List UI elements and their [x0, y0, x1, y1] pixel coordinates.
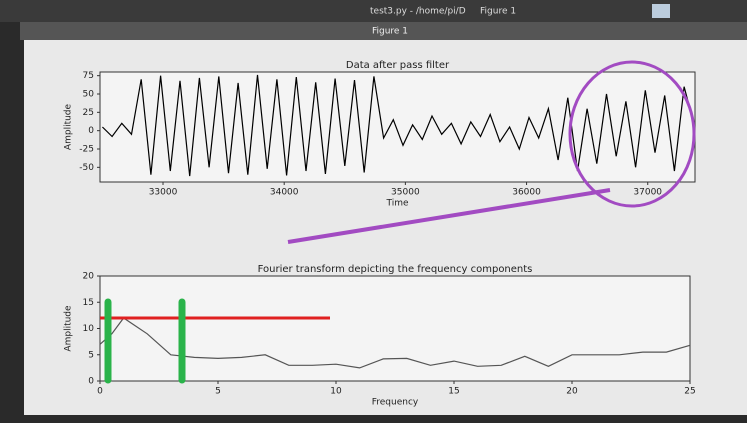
y-tick-label: 25 — [83, 108, 94, 118]
x-tick-label: 34000 — [270, 188, 299, 198]
icon[interactable] — [652, 4, 670, 18]
x-tick-label: 10 — [330, 387, 342, 397]
chart-title: Fourier transform depicting the frequenc… — [258, 264, 533, 275]
tab[interactable]: test3.py - /home/pi/D — [370, 7, 466, 17]
y-tick-label: 20 — [83, 272, 95, 282]
x-tick-label: 15 — [448, 387, 459, 397]
y-axis-label: Amplitude — [64, 305, 74, 352]
plots: Data after pass filter Time Amplitude 33000… — [64, 60, 696, 408]
annotation-circle — [568, 60, 696, 208]
x-tick-label: 35000 — [391, 188, 420, 198]
tab[interactable]: Figure 1 — [480, 7, 516, 17]
x-tick-label: 20 — [566, 387, 578, 397]
x-axis-label: Time — [385, 199, 408, 209]
chart-title: Data after pass filter — [346, 60, 450, 71]
taskbar: test3.py - /home/pi/D Figure 1 — [0, 0, 747, 22]
window-title: Figure 1 — [372, 27, 408, 37]
taskbar-bg — [0, 0, 747, 22]
y-axis-label: Amplitude — [64, 103, 74, 150]
y-tick-label: 0 — [88, 377, 94, 387]
y-tick-label: 50 — [83, 90, 95, 100]
y-tick-label: 0 — [88, 126, 94, 136]
y-tick-label: 75 — [83, 71, 94, 81]
y-tick-label: -25 — [79, 145, 94, 155]
y-tick-label: 10 — [83, 324, 95, 334]
y-tick-label: 15 — [83, 298, 94, 308]
axes — [99, 71, 696, 183]
axes — [99, 275, 691, 382]
x-tick-label: 37000 — [633, 188, 662, 198]
x-tick-label: 33000 — [149, 188, 178, 198]
data-line — [101, 74, 695, 177]
x-tick-label: 5 — [215, 387, 221, 397]
title-bar — [20, 22, 747, 40]
x-tick-label: 0 — [97, 387, 103, 397]
x-axis-label: Frequency — [372, 398, 419, 408]
annotation-arrow — [287, 188, 611, 244]
x-tick-label: 25 — [684, 387, 695, 397]
x-tick-label: 36000 — [512, 188, 541, 198]
y-tick-label: -50 — [79, 163, 94, 173]
y-tick-label: 5 — [88, 350, 94, 360]
